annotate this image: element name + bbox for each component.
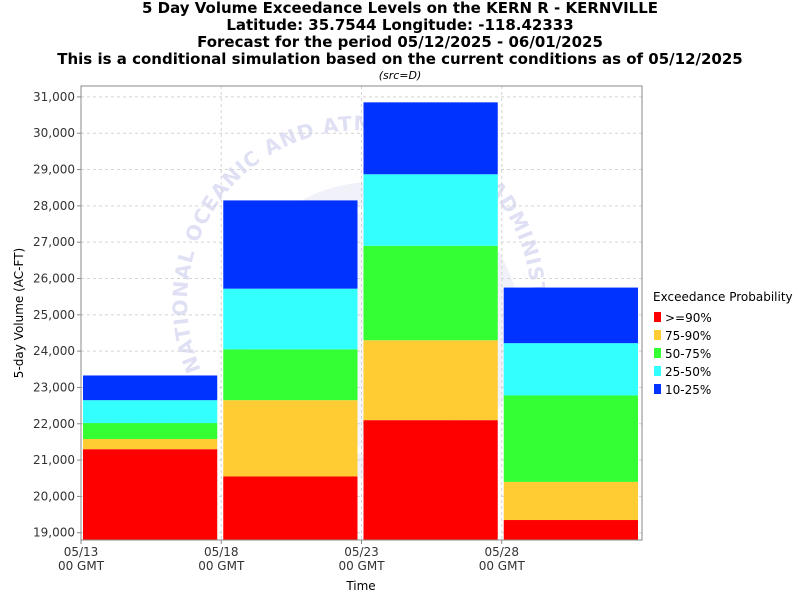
chart-subtitle-location: Latitude: 35.7544 Longitude: -118.42333 [226, 16, 574, 34]
bar-segment [503, 481, 638, 521]
legend-swatch [654, 330, 661, 340]
bar-segment [503, 520, 638, 540]
legend-label: 25-50% [665, 365, 711, 379]
axes: 19,000 20,000 21,000 22,000 23,000 24,000 25,0… [33, 85, 643, 573]
bar-segment [83, 375, 218, 401]
x-tick-label-time: 00 GMT [479, 559, 526, 573]
bar-segment [83, 439, 218, 450]
y-tick-label: 28,000 [33, 199, 75, 213]
legend-title: Exceedance Probability [653, 290, 793, 304]
stacked-bars [83, 102, 638, 540]
bar-segment [363, 420, 498, 540]
y-tick-label: 21,000 [33, 453, 75, 467]
y-tick-label: 22,000 [33, 417, 75, 431]
x-axis-label: Time [345, 579, 375, 593]
y-tick-label: 30,000 [33, 126, 75, 140]
bar-segment [363, 245, 498, 341]
chart-source-note: (src=D) [378, 69, 422, 82]
legend-label: 50-75% [665, 347, 711, 361]
bar-segment [363, 174, 498, 246]
y-tick-label: 19,000 [33, 526, 75, 540]
plot-border [80, 85, 643, 541]
chart-subtitle-conditions: This is a conditional simulation based o… [57, 50, 743, 68]
x-tick-label-date: 05/13 [64, 545, 99, 559]
bar-segment [223, 400, 358, 477]
y-axis-label: 5-day Volume (AC-FT) [12, 248, 26, 378]
bar-segment [363, 340, 498, 421]
chart-subtitle-period: Forecast for the period 05/12/2025 - 06/… [197, 33, 603, 51]
bar-segment [83, 423, 218, 440]
x-tick-label-date: 05/23 [344, 545, 379, 559]
x-tick-label-time: 00 GMT [198, 559, 245, 573]
legend: Exceedance Probability >=90% 75-90% 50-75%… [653, 290, 793, 397]
bar-segment [83, 400, 218, 424]
y-tick-label: 27,000 [33, 235, 75, 249]
y-tick-label: 26,000 [33, 271, 75, 285]
legend-label: >=90% [665, 311, 712, 325]
bar-segment [83, 449, 218, 540]
chart-title: 5 Day Volume Exceedance Levels on the KE… [141, 0, 659, 17]
legend-swatch [654, 366, 661, 376]
y-tick-label: 24,000 [33, 344, 75, 358]
bar-segment [503, 343, 638, 396]
y-tick-label: 23,000 [33, 380, 75, 394]
bar-segment [503, 395, 638, 482]
x-tick-label-date: 05/28 [484, 545, 519, 559]
y-tick-label: 31,000 [33, 90, 75, 104]
y-tick-label: 29,000 [33, 163, 75, 177]
chart-titles: 5 Day Volume Exceedance Levels on the KE… [0, 0, 800, 83]
bar-segment [223, 349, 358, 401]
x-tick-label-time: 00 GMT [58, 559, 105, 573]
bar-segment [223, 476, 358, 540]
y-tick-label: 25,000 [33, 308, 75, 322]
bar-segment [223, 288, 358, 350]
legend-swatch [654, 312, 661, 322]
x-tick-label-date: 05/18 [204, 545, 239, 559]
legend-label: 10-25% [665, 383, 711, 397]
x-tick-label-time: 00 GMT [338, 559, 385, 573]
legend-label: 75-90% [665, 329, 711, 343]
y-tick-label: 20,000 [33, 489, 75, 503]
bar-segment [363, 102, 498, 175]
legend-swatch [654, 348, 661, 358]
bar-segment [503, 287, 638, 344]
bar-segment [223, 200, 358, 289]
legend-swatch [654, 384, 661, 394]
